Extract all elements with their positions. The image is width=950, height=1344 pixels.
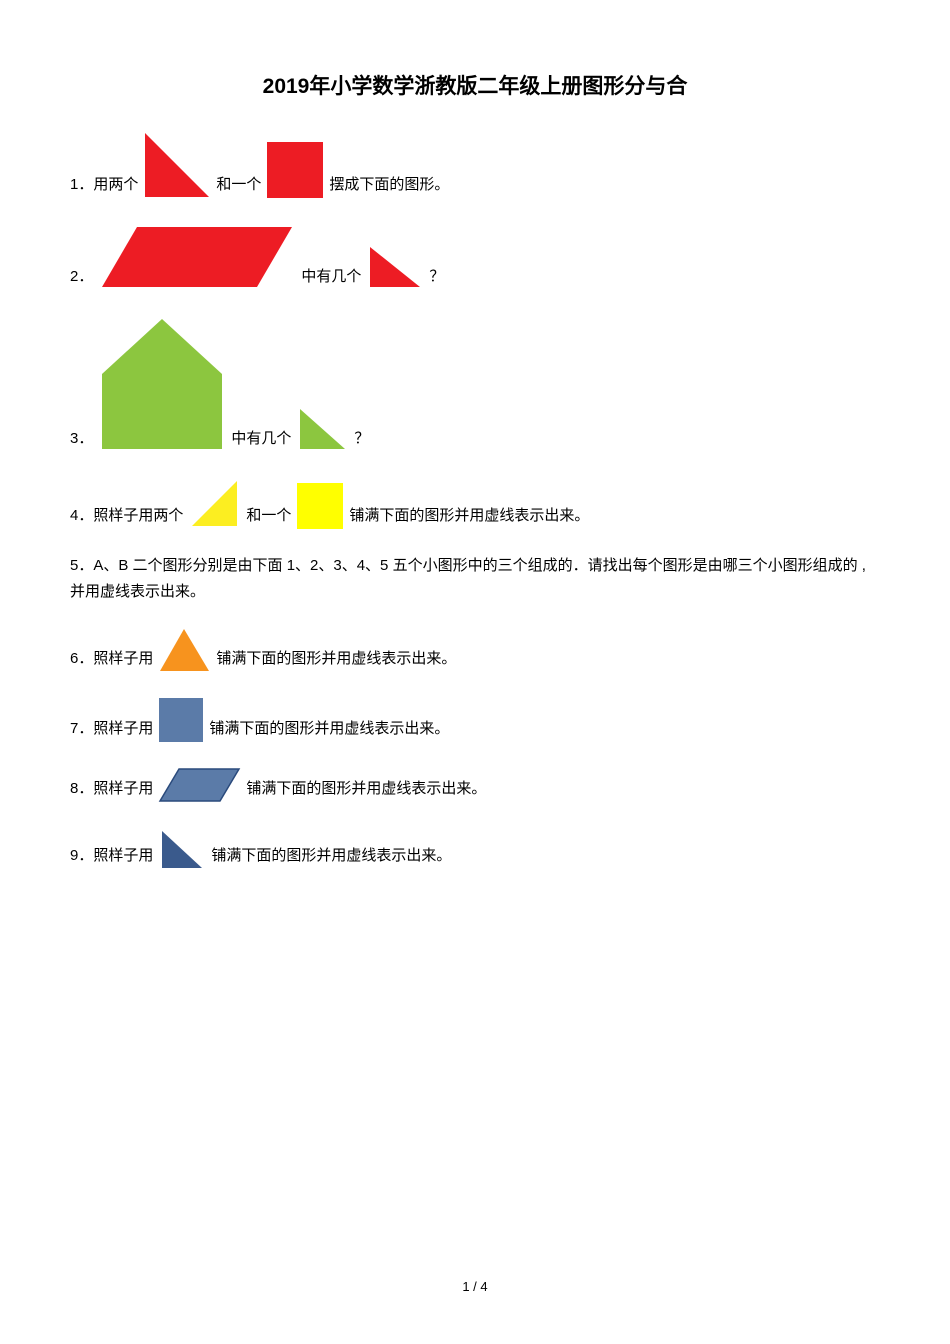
q3-suffix: ？ <box>354 425 369 454</box>
q6-suffix: 铺满下面的图形并用虚线表示出来。 <box>216 645 456 674</box>
q2-parallelogram-icon <box>97 222 297 292</box>
q1-square-icon <box>265 140 325 200</box>
q6-prefix: 6．照样子用 <box>70 645 153 674</box>
page-title: 2019年小学数学浙教版二年级上册图形分与合 <box>70 70 880 100</box>
q7-square-icon <box>157 696 205 744</box>
q2-prefix: 2． <box>70 263 93 292</box>
q6-triangle-icon <box>157 626 212 674</box>
question-1: 1．用两个 和一个 摆成下面的图形。 <box>70 130 880 200</box>
q1-mid: 和一个 <box>216 171 261 200</box>
question-5: 5．A、B 二个图形分别是由下面 1、2、3、4、5 五个小图形中的三个组成的．… <box>70 553 880 604</box>
q4-square-icon <box>295 481 345 531</box>
q7-suffix: 铺满下面的图形并用虚线表示出来。 <box>209 715 449 744</box>
q2-suffix: ？ <box>429 263 444 292</box>
q1-suffix: 摆成下面的图形。 <box>329 171 449 200</box>
question-8: 8．照样子用 铺满下面的图形并用虚线表示出来。 <box>70 766 880 804</box>
q3-house-icon <box>97 314 227 454</box>
question-7: 7．照样子用 铺满下面的图形并用虚线表示出来。 <box>70 696 880 744</box>
q3-triangle-icon <box>295 404 350 454</box>
question-6: 6．照样子用 铺满下面的图形并用虚线表示出来。 <box>70 626 880 674</box>
q8-suffix: 铺满下面的图形并用虚线表示出来。 <box>246 775 486 804</box>
q3-mid: 中有几个 <box>231 425 291 454</box>
q3-prefix: 3． <box>70 425 93 454</box>
q2-mid: 中有几个 <box>301 263 361 292</box>
q1-triangle-icon <box>142 130 212 200</box>
q4-prefix: 4．照样子用两个 <box>70 502 183 531</box>
page-content: 2019年小学数学浙教版二年级上册图形分与合 1．用两个 和一个 摆成下面的图形… <box>0 0 950 871</box>
question-4: 4．照样子用两个 和一个 铺满下面的图形并用虚线表示出来。 <box>70 476 880 531</box>
q2-triangle-icon <box>365 242 425 292</box>
q9-suffix: 铺满下面的图形并用虚线表示出来。 <box>211 842 451 871</box>
q1-prefix: 1．用两个 <box>70 171 138 200</box>
q8-prefix: 8．照样子用 <box>70 775 153 804</box>
page-footer: 1 / 4 <box>0 1279 950 1294</box>
q4-mid: 和一个 <box>246 502 291 531</box>
question-2: 2． 中有几个 ？ <box>70 222 880 292</box>
q4-suffix: 铺满下面的图形并用虚线表示出来。 <box>349 502 589 531</box>
question-3: 3． 中有几个 ？ <box>70 314 880 454</box>
q4-triangle-icon <box>187 476 242 531</box>
question-9: 9．照样子用 铺满下面的图形并用虚线表示出来。 <box>70 826 880 871</box>
q9-triangle-icon <box>157 826 207 871</box>
q8-parallelogram-icon <box>157 766 242 804</box>
q9-prefix: 9．照样子用 <box>70 842 153 871</box>
q7-prefix: 7．照样子用 <box>70 715 153 744</box>
